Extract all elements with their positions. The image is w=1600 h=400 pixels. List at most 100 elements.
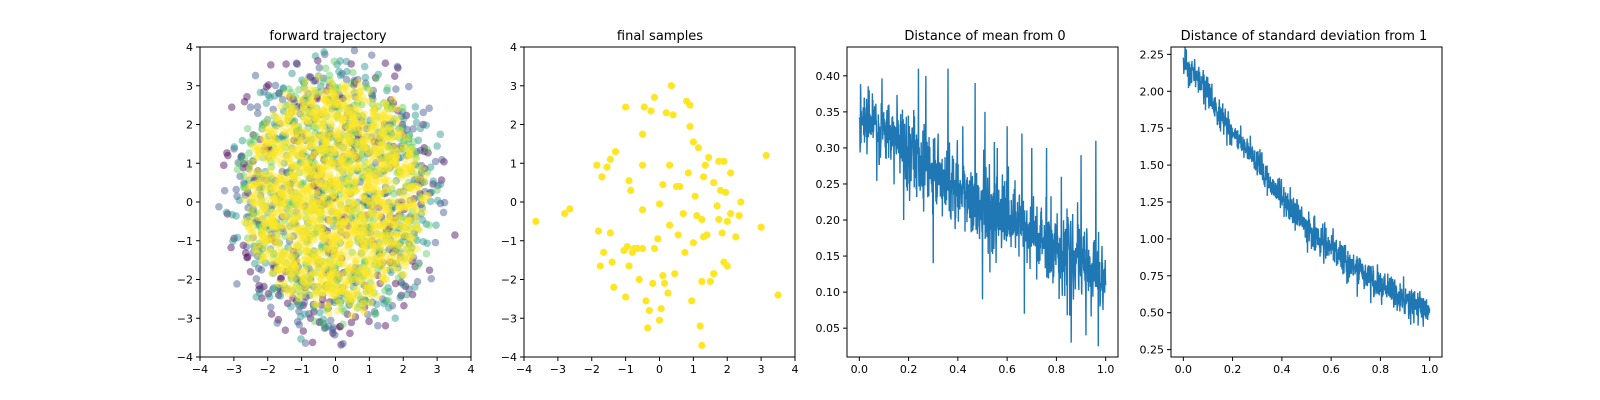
y-tick-label: 0.15 — [816, 250, 841, 263]
scatter-point — [281, 232, 289, 241]
scatter-point — [346, 170, 355, 179]
scatter-point — [340, 86, 349, 94]
scatter-point — [316, 134, 325, 142]
scatter-point — [331, 263, 340, 272]
scatter-point — [384, 284, 392, 292]
scatter-point — [313, 164, 322, 173]
scatter-point — [292, 209, 301, 218]
scatter-point — [350, 76, 359, 85]
scatter-point — [316, 224, 324, 233]
scatter-point — [268, 201, 277, 210]
sample-point — [659, 272, 667, 280]
scatter-point — [292, 195, 300, 204]
scatter-point — [257, 229, 265, 238]
scatter-point — [336, 57, 344, 65]
scatter-point — [333, 282, 342, 290]
scatter-point — [253, 241, 262, 249]
scatter-point — [395, 211, 403, 220]
scatter-point — [390, 157, 398, 166]
scatter-point — [301, 273, 310, 281]
scatter-point — [292, 212, 300, 221]
scatter-point — [273, 319, 282, 327]
scatter-point — [297, 162, 306, 171]
scatter-point — [361, 223, 369, 231]
scatter-point — [369, 241, 377, 250]
scatter-point — [300, 159, 309, 168]
scatter-point — [336, 144, 345, 153]
scatter-point — [416, 179, 425, 188]
scatter-point — [309, 108, 317, 116]
y-tick-label: 0.20 — [816, 214, 841, 227]
scatter-point — [418, 178, 426, 186]
scatter-point — [285, 155, 294, 163]
scatter-point — [240, 179, 248, 187]
scatter-point — [299, 128, 307, 136]
scatter-point — [348, 311, 356, 320]
x-tick-label: 1 — [366, 363, 373, 376]
scatter-point — [381, 189, 389, 198]
scatter-point — [395, 187, 404, 196]
scatter-point — [334, 98, 343, 106]
sample-point — [611, 148, 620, 156]
scatter-point — [371, 158, 380, 167]
scatter-point — [246, 137, 254, 146]
scatter-point — [423, 168, 432, 176]
scatter-point — [294, 198, 303, 206]
scatter-point — [253, 142, 261, 150]
sample-point — [532, 217, 540, 225]
scatter-point — [376, 147, 384, 156]
scatter-point — [371, 256, 379, 264]
scatter-point — [251, 180, 260, 188]
scatter-point — [250, 212, 258, 221]
scatter-point — [274, 256, 283, 265]
scatter-point — [292, 275, 301, 283]
scatter-point — [394, 132, 402, 140]
scatter-point — [288, 210, 296, 218]
scatter-point — [341, 123, 350, 132]
scatter-point — [277, 102, 285, 110]
scatter-point — [371, 186, 380, 194]
scatter-point — [354, 132, 363, 141]
scatter-point — [275, 89, 283, 98]
scatter-point — [380, 120, 389, 128]
scatter-point — [346, 103, 354, 112]
scatter-point — [317, 177, 326, 186]
scatter-point — [318, 142, 326, 151]
scatter-point — [431, 157, 440, 166]
scatter-point — [301, 89, 310, 97]
scatter-point — [362, 271, 371, 279]
scatter-point — [367, 290, 376, 299]
scatter-point — [377, 258, 386, 267]
scatter-point — [353, 112, 362, 120]
scatter-point — [378, 258, 387, 267]
scatter-point — [362, 132, 371, 141]
scatter-point — [323, 162, 331, 171]
scatter-point — [333, 288, 342, 296]
scatter-point — [406, 184, 415, 193]
scatter-point — [304, 117, 312, 126]
scatter-point — [388, 248, 397, 257]
scatter-point — [286, 203, 294, 211]
scatter-point — [394, 211, 403, 220]
scatter-point — [365, 290, 374, 298]
scatter-point — [377, 230, 386, 239]
scatter-point — [415, 225, 424, 234]
scatter-point — [329, 159, 337, 167]
scatter-point — [412, 220, 421, 229]
x-tick-label: 0 — [332, 363, 339, 376]
scatter-point — [302, 204, 310, 213]
scatter-point — [307, 174, 316, 182]
scatter-point — [320, 279, 328, 288]
scatter-point — [334, 163, 343, 172]
scatter-point — [296, 292, 305, 300]
scatter-point — [309, 303, 318, 312]
scatter-point — [253, 179, 262, 187]
scatter-point — [297, 151, 306, 159]
scatter-point — [308, 160, 317, 169]
scatter-point — [376, 222, 384, 231]
scatter-point — [377, 232, 386, 240]
scatter-point — [246, 218, 254, 227]
sample-point — [642, 297, 650, 305]
scatter-point — [268, 208, 277, 217]
